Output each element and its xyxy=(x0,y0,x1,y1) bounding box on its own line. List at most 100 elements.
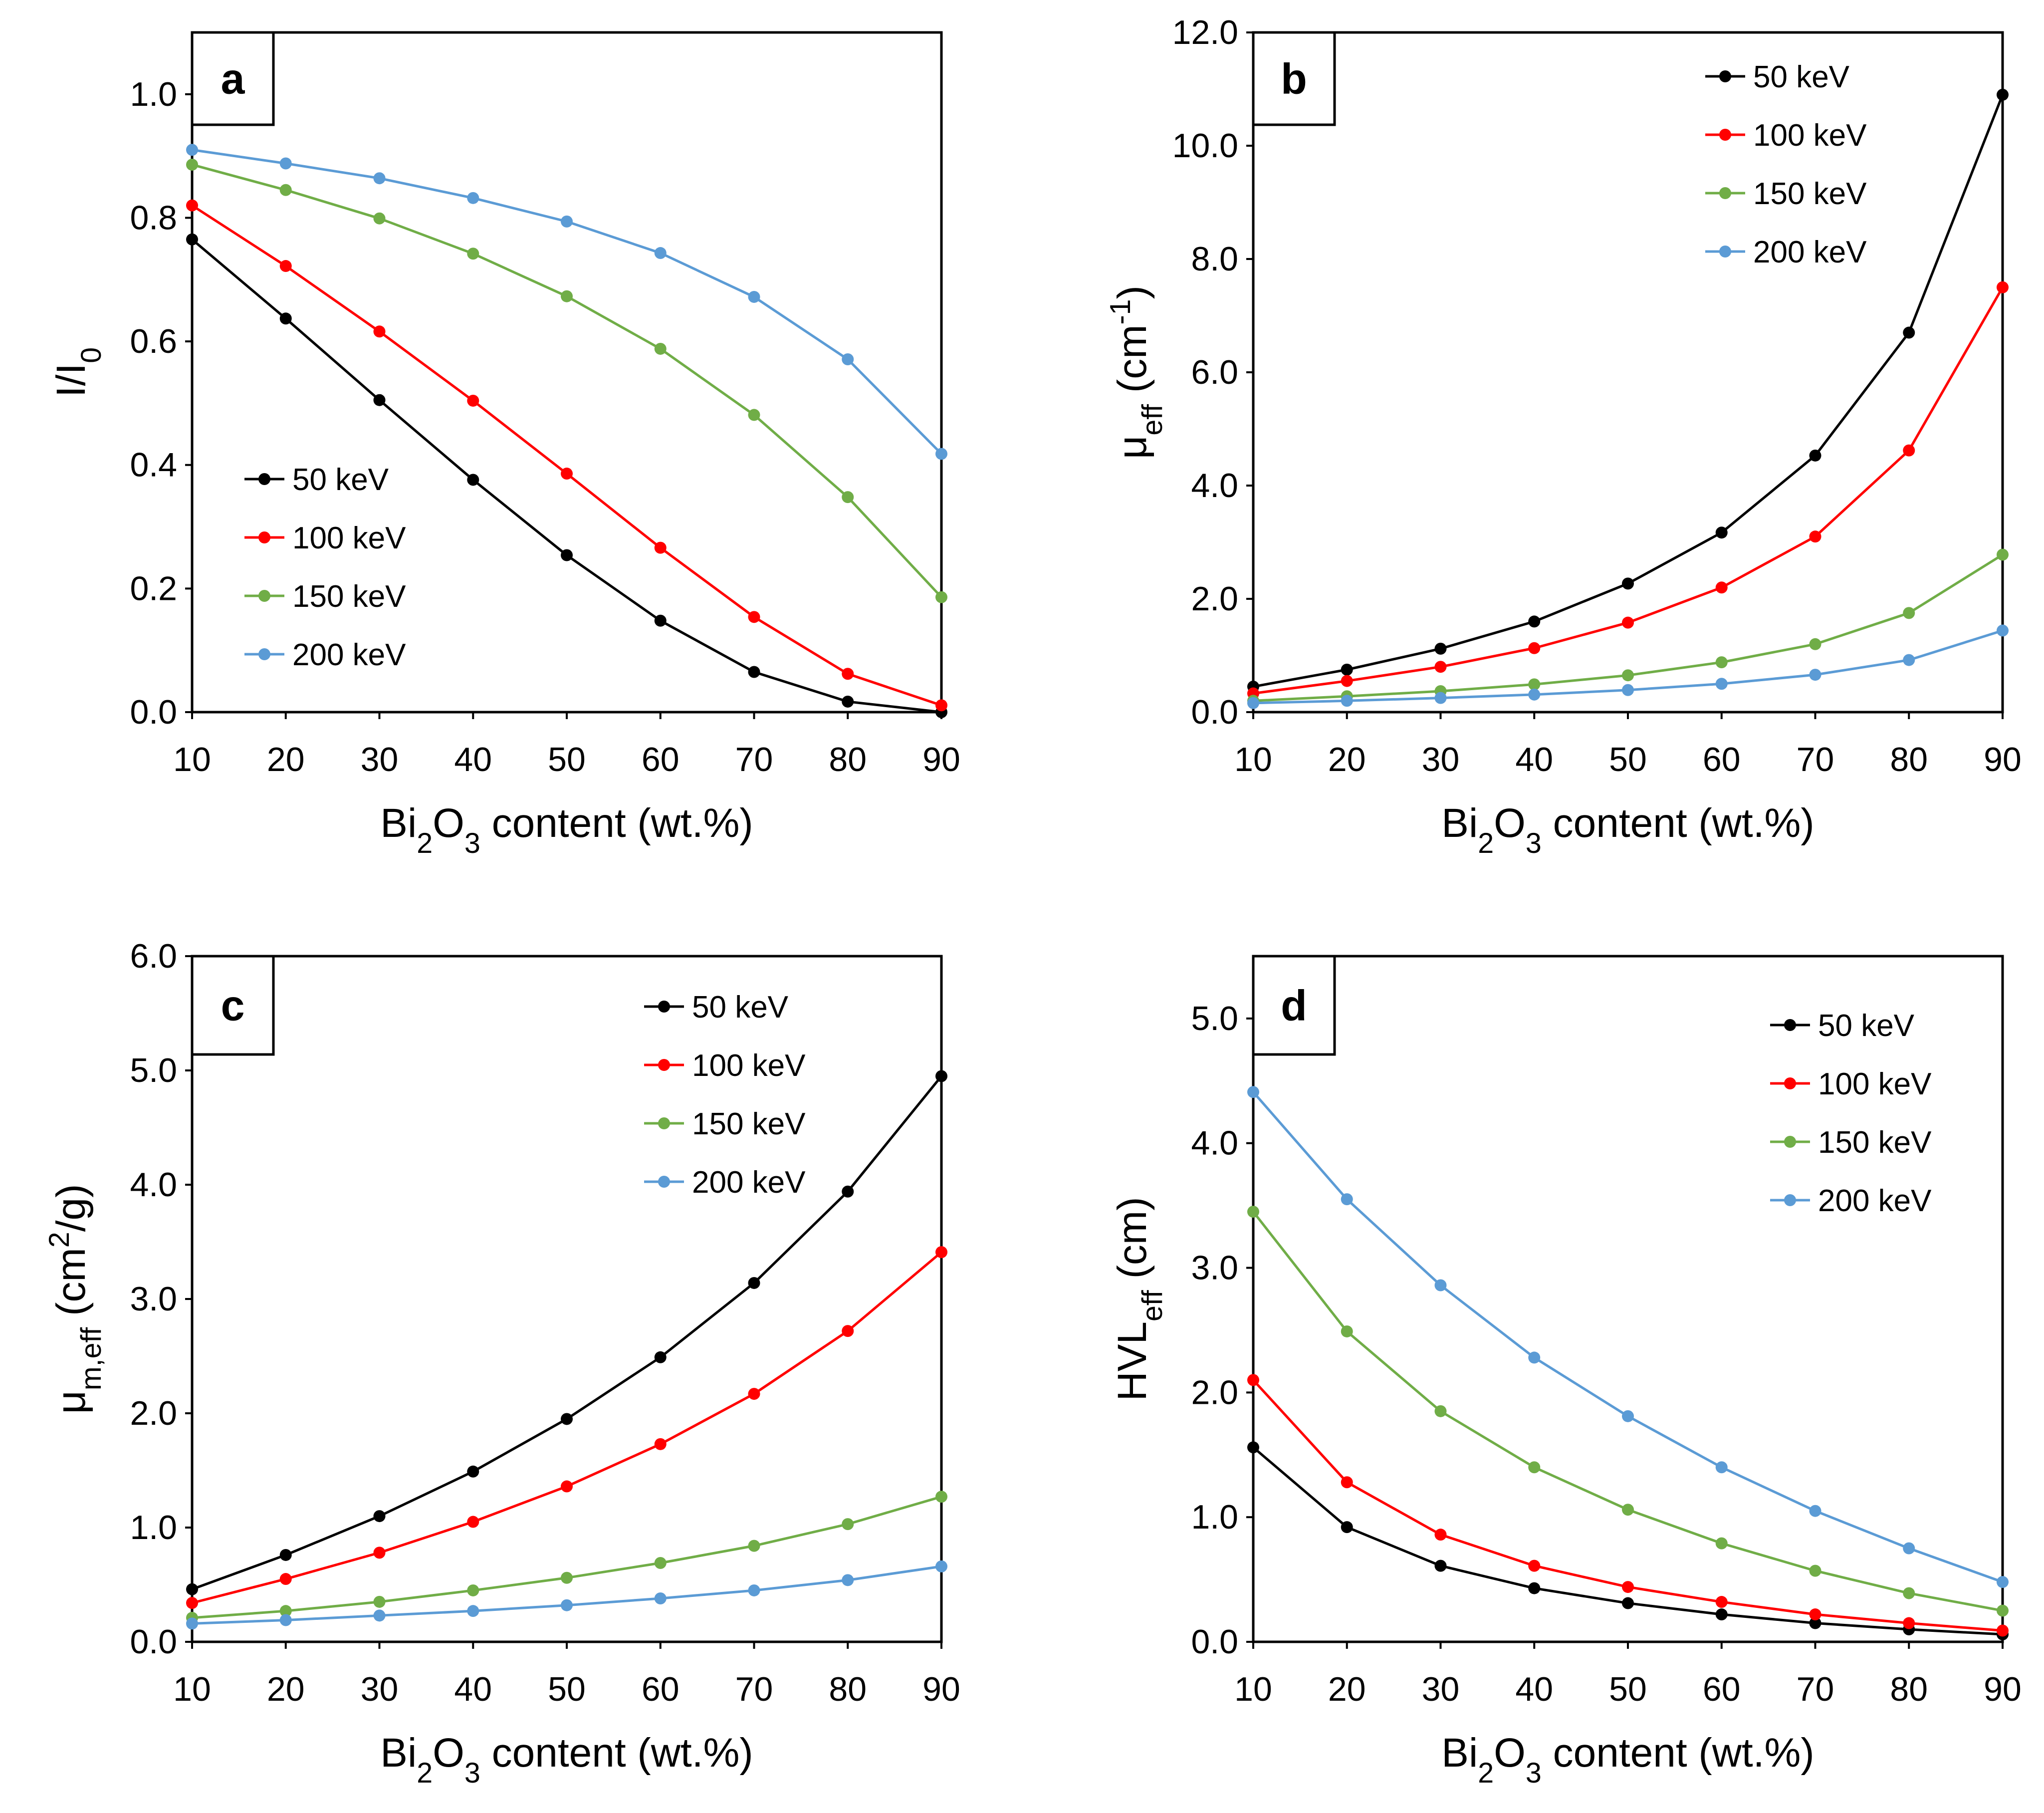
data-point xyxy=(1903,1587,1915,1599)
data-point xyxy=(186,158,198,171)
data-point xyxy=(842,1574,854,1586)
data-point xyxy=(467,248,479,260)
data-point xyxy=(1622,1581,1634,1593)
y-tick-label: 2.0 xyxy=(1191,1373,1238,1411)
x-tick-label: 60 xyxy=(1703,741,1741,778)
data-point xyxy=(279,1605,292,1617)
data-point xyxy=(748,409,760,421)
x-tick-label: 90 xyxy=(1984,741,2022,778)
x-tick-label: 70 xyxy=(735,741,773,778)
x-tick-label: 30 xyxy=(1422,741,1460,778)
data-point xyxy=(842,695,854,708)
data-point xyxy=(748,290,760,303)
y-tick-label: 4.0 xyxy=(1191,467,1238,505)
x-tick-label: 20 xyxy=(267,1670,305,1708)
data-point xyxy=(1528,1582,1541,1594)
data-point xyxy=(1341,695,1353,707)
data-point xyxy=(654,1351,667,1363)
data-point xyxy=(1341,1325,1353,1337)
legend-marker xyxy=(658,1001,670,1013)
data-point xyxy=(1715,581,1728,594)
data-point xyxy=(467,192,479,204)
data-point xyxy=(1809,669,1821,681)
x-tick-label: 30 xyxy=(361,1670,399,1708)
data-point xyxy=(1809,638,1821,650)
panel-label-box xyxy=(1252,31,1336,126)
data-point xyxy=(1528,1461,1541,1474)
legend-marker xyxy=(1784,1194,1796,1206)
x-tick-label: 70 xyxy=(1797,1670,1834,1708)
data-point xyxy=(1997,1576,2009,1588)
panel-label-box xyxy=(191,31,275,126)
data-point xyxy=(1809,530,1821,543)
y-tick-label: 4.0 xyxy=(130,1166,177,1204)
legend-marker xyxy=(1719,187,1731,199)
data-point xyxy=(279,1549,292,1561)
x-tick-label: 60 xyxy=(642,741,680,778)
panel-label: c xyxy=(221,982,245,1030)
y-tick-label: 5.0 xyxy=(1191,1000,1238,1037)
data-point xyxy=(373,394,386,406)
legend-marker xyxy=(1719,246,1731,258)
data-point xyxy=(1809,1505,1821,1517)
y-tick-label: 0.0 xyxy=(1191,1623,1238,1661)
data-point xyxy=(1434,1405,1447,1417)
series-line-100-kev xyxy=(192,1251,942,1604)
data-point xyxy=(467,1584,479,1596)
y-tick-label: 0.4 xyxy=(130,446,177,484)
data-point xyxy=(1434,1559,1447,1572)
x-tick-label: 40 xyxy=(454,741,492,778)
legend-label: 50 keV xyxy=(692,990,789,1025)
data-point xyxy=(1434,1529,1447,1541)
data-point xyxy=(654,614,667,627)
data-point xyxy=(1528,678,1541,691)
data-point xyxy=(1622,684,1634,696)
data-point xyxy=(935,1246,947,1259)
x-tick-label: 20 xyxy=(1328,1670,1366,1708)
data-point xyxy=(1622,1504,1634,1516)
y-tick-label: 1.0 xyxy=(130,1509,177,1547)
data-point xyxy=(186,1583,198,1595)
legend-label: 50 keV xyxy=(1753,60,1850,94)
data-point xyxy=(186,233,198,246)
data-point xyxy=(186,1617,198,1630)
y-tick-label: 2.0 xyxy=(1191,580,1238,618)
x-tick-label: 10 xyxy=(1234,741,1272,778)
x-tick-label: 80 xyxy=(1890,741,1928,778)
plot-frame xyxy=(191,955,943,1643)
data-point xyxy=(748,666,760,678)
data-point xyxy=(748,1388,760,1400)
y-tick-label: 0.0 xyxy=(130,693,177,731)
legend-label: 200 keV xyxy=(1818,1184,1932,1218)
data-point xyxy=(186,1597,198,1609)
legend-label: 100 keV xyxy=(1753,118,1867,153)
legend-label: 150 keV xyxy=(692,1107,806,1141)
data-point xyxy=(1434,1279,1447,1292)
data-point xyxy=(561,1413,573,1425)
x-tick-label: 40 xyxy=(1515,741,1553,778)
data-point xyxy=(748,1584,760,1596)
data-point xyxy=(842,491,854,504)
y-tick-label: 0.2 xyxy=(130,569,177,607)
data-point xyxy=(1715,656,1728,669)
y-axis-title: I/I0 xyxy=(48,347,107,397)
legend-marker xyxy=(658,1176,670,1188)
legend-marker xyxy=(1719,129,1731,141)
data-point xyxy=(1528,1351,1541,1364)
data-point xyxy=(279,312,292,325)
data-point xyxy=(373,1595,386,1608)
data-point xyxy=(654,342,667,355)
legend-marker xyxy=(258,590,270,602)
legend-marker xyxy=(1784,1077,1796,1089)
legend-label: 150 keV xyxy=(1818,1125,1932,1160)
data-point xyxy=(935,1491,947,1503)
legend-marker xyxy=(658,1117,670,1129)
x-tick-label: 80 xyxy=(1890,1670,1928,1708)
y-axis-title: μeff (cm-1) xyxy=(1105,285,1168,459)
x-axis-title: Bi2O3 content (wt.%) xyxy=(380,800,753,859)
data-point xyxy=(561,549,573,561)
panel-label-box xyxy=(1252,955,1336,1056)
data-point xyxy=(467,394,479,407)
data-point xyxy=(373,1510,386,1523)
data-point xyxy=(1622,1597,1634,1609)
